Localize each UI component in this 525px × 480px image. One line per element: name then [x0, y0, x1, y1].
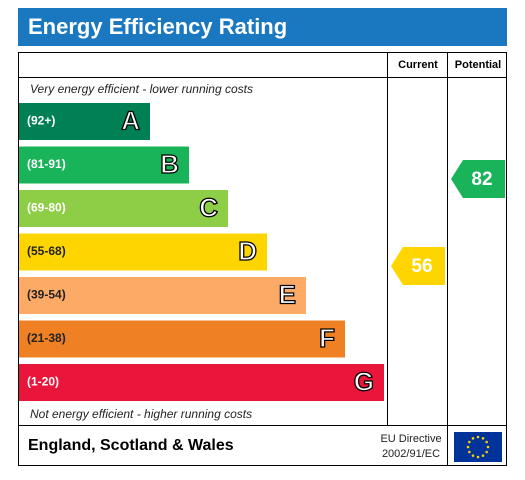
- band-bar: [19, 320, 345, 358]
- region-label: England, Scotland & Wales: [28, 437, 234, 454]
- band-letter: B: [160, 149, 179, 179]
- frame: [18, 52, 507, 466]
- band-bar: [19, 277, 306, 314]
- band-letter: G: [354, 366, 374, 396]
- directive-label: EU Directive: [380, 433, 441, 445]
- band-letter: E: [279, 279, 296, 309]
- band-range: (81-91): [27, 157, 66, 171]
- rating-value: 82: [471, 169, 492, 190]
- band-range: (21-38): [27, 331, 66, 345]
- column-header: Current: [398, 59, 438, 71]
- rating-value: 56: [411, 256, 432, 277]
- band-range: (39-54): [27, 288, 66, 302]
- band-letter: C: [199, 192, 218, 222]
- band-bar: [19, 103, 150, 140]
- directive-label: 2002/91/EC: [382, 448, 440, 460]
- band-bar: [19, 190, 228, 227]
- band-bar: [19, 364, 384, 401]
- band-bar: [19, 146, 189, 184]
- band-bar: [19, 233, 267, 271]
- band-range: (69-80): [27, 201, 66, 215]
- column-header: Potential: [455, 59, 501, 71]
- band-range: (92+): [27, 114, 55, 128]
- band-letter: F: [319, 323, 335, 353]
- chart-title: Energy Efficiency Rating: [28, 14, 287, 39]
- band-range: (55-68): [27, 244, 66, 258]
- rating-arrow: [391, 247, 445, 285]
- bottom-note: Not energy efficient - higher running co…: [30, 407, 252, 421]
- band-letter: D: [238, 236, 257, 266]
- top-note: Very energy efficient - lower running co…: [30, 82, 253, 96]
- band-range: (1-20): [27, 375, 59, 389]
- eu-stars: [466, 435, 490, 459]
- rating-arrow: [451, 160, 505, 198]
- title-bar: [18, 8, 507, 46]
- band-letter: A: [121, 105, 140, 135]
